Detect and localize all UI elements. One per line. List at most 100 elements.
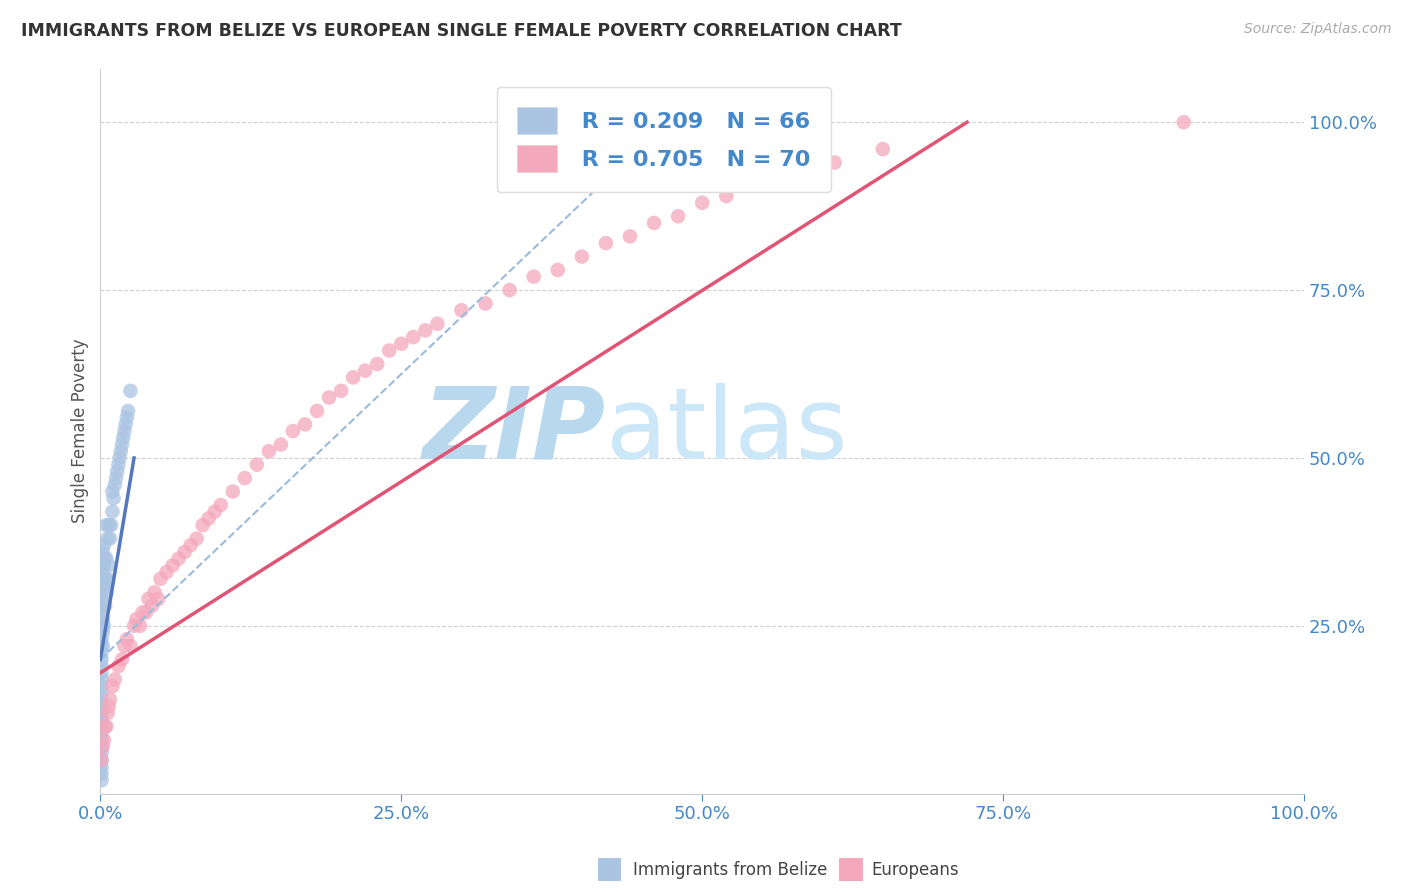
Point xyxy=(209,498,232,512)
Point xyxy=(135,606,157,620)
Point xyxy=(111,652,134,666)
Point xyxy=(112,424,135,438)
Legend:  R = 0.209   N = 66,  R = 0.705   N = 70: R = 0.209 N = 66, R = 0.705 N = 70 xyxy=(496,87,831,192)
Point xyxy=(104,673,127,687)
Point xyxy=(281,424,304,438)
Point xyxy=(90,706,112,720)
Point xyxy=(149,572,172,586)
Point xyxy=(342,370,364,384)
Point xyxy=(125,612,148,626)
Point xyxy=(197,511,219,525)
Point xyxy=(186,532,208,546)
Point xyxy=(1173,115,1195,129)
Point xyxy=(97,572,120,586)
Point xyxy=(96,518,118,533)
Point xyxy=(872,142,894,156)
Point xyxy=(117,404,139,418)
Point xyxy=(90,652,112,666)
Point xyxy=(91,612,114,626)
Point xyxy=(619,229,641,244)
Point xyxy=(108,450,131,465)
Point xyxy=(246,458,269,472)
Point xyxy=(318,391,340,405)
Point xyxy=(257,444,280,458)
Point xyxy=(402,330,425,344)
Point xyxy=(90,646,112,660)
Point xyxy=(94,719,117,733)
Point xyxy=(191,518,214,533)
Point xyxy=(690,195,713,210)
Text: IMMIGRANTS FROM BELIZE VS EUROPEAN SINGLE FEMALE POVERTY CORRELATION CHART: IMMIGRANTS FROM BELIZE VS EUROPEAN SINGL… xyxy=(21,22,901,40)
Point xyxy=(101,679,124,693)
Point xyxy=(173,545,195,559)
Point xyxy=(131,606,153,620)
Text: atlas: atlas xyxy=(606,383,848,480)
Point xyxy=(94,572,117,586)
Point xyxy=(98,532,121,546)
Point xyxy=(222,484,245,499)
Point xyxy=(110,444,132,458)
Point xyxy=(824,155,846,169)
Point xyxy=(112,431,135,445)
Point xyxy=(122,619,145,633)
Point xyxy=(97,699,120,714)
Point xyxy=(330,384,353,398)
Point xyxy=(90,773,112,788)
Point xyxy=(523,269,546,284)
Point xyxy=(90,726,112,740)
Point xyxy=(90,673,112,687)
Point xyxy=(91,558,114,573)
Point xyxy=(97,706,120,720)
Point xyxy=(93,733,115,747)
Point xyxy=(716,189,738,203)
Point xyxy=(96,585,118,599)
Y-axis label: Single Female Poverty: Single Female Poverty xyxy=(72,339,89,524)
Point xyxy=(90,639,112,653)
Point xyxy=(155,565,177,579)
Point xyxy=(105,464,128,478)
Point xyxy=(91,585,114,599)
Point xyxy=(112,639,135,653)
Point xyxy=(104,478,127,492)
Point xyxy=(120,384,142,398)
Point xyxy=(93,538,115,552)
Point xyxy=(90,733,112,747)
Point xyxy=(90,692,112,706)
Point xyxy=(94,551,117,566)
Text: Europeans: Europeans xyxy=(872,861,959,879)
Point xyxy=(90,679,112,693)
Point xyxy=(450,303,472,318)
Point xyxy=(90,632,112,647)
Point xyxy=(547,263,569,277)
Point xyxy=(180,538,202,552)
Point xyxy=(643,216,665,230)
Point xyxy=(90,753,112,767)
Point xyxy=(103,491,125,506)
Point xyxy=(233,471,256,485)
Point xyxy=(115,632,138,647)
Point xyxy=(100,518,122,533)
Point xyxy=(93,599,115,613)
Point xyxy=(305,404,328,418)
Point xyxy=(787,169,810,183)
Point xyxy=(90,591,112,606)
Point xyxy=(167,551,190,566)
Point xyxy=(90,747,112,761)
Point xyxy=(114,417,136,432)
Point xyxy=(101,484,124,499)
Point xyxy=(571,250,593,264)
Point xyxy=(107,458,129,472)
Point xyxy=(354,364,377,378)
Point xyxy=(93,619,115,633)
Point xyxy=(90,719,112,733)
Point xyxy=(90,619,112,633)
Point xyxy=(498,283,520,297)
Text: Source: ZipAtlas.com: Source: ZipAtlas.com xyxy=(1244,22,1392,37)
Point xyxy=(91,625,114,640)
Point xyxy=(94,599,117,613)
Point xyxy=(111,437,134,451)
Point xyxy=(97,558,120,573)
Point xyxy=(270,437,292,451)
Point xyxy=(96,551,118,566)
Point xyxy=(91,599,114,613)
